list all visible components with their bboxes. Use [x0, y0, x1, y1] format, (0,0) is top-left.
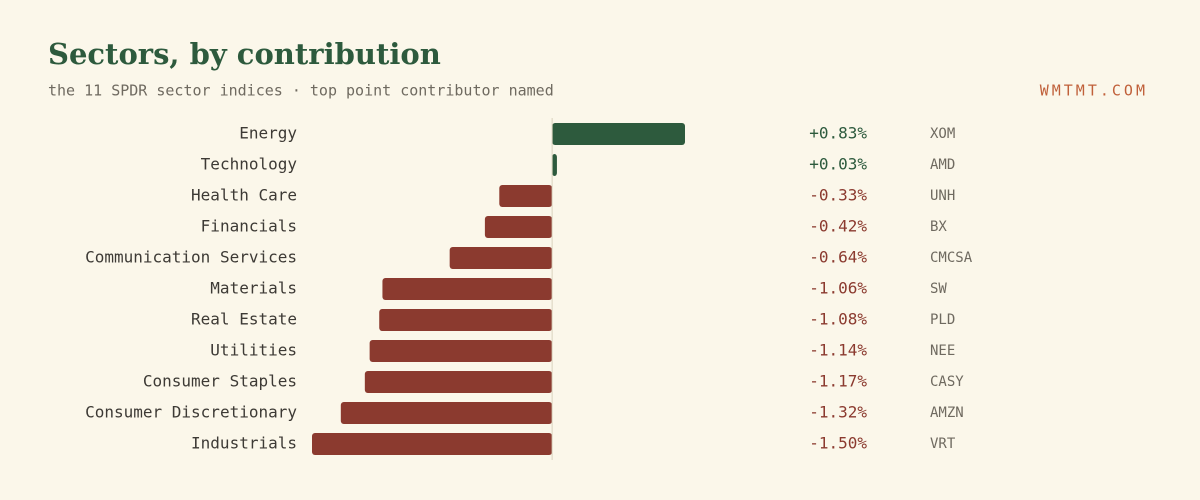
- category-label: Financials: [201, 217, 297, 236]
- category-label: Utilities: [210, 341, 297, 360]
- contributor-label: AMZN: [930, 405, 964, 421]
- value-label: -1.06%: [809, 279, 867, 298]
- category-label: Communication Services: [85, 248, 297, 267]
- value-label: -1.32%: [809, 403, 867, 422]
- category-label: Technology: [201, 155, 298, 174]
- brand[interactable]: WMTMT.COM: [1040, 82, 1148, 100]
- chart-subtitle: the 11 SPDR sector indices · top point c…: [48, 82, 554, 100]
- category-label: Consumer Discretionary: [85, 403, 297, 422]
- value-label: -1.50%: [809, 434, 867, 453]
- value-label: -1.14%: [809, 341, 867, 360]
- value-label: -1.17%: [809, 372, 867, 391]
- contributor-label: UNH: [930, 188, 955, 204]
- contributor-label: VRT: [930, 436, 956, 452]
- bar: [552, 154, 557, 176]
- contributor-label: SW: [930, 281, 947, 297]
- category-label: Consumer Staples: [143, 372, 297, 391]
- contributor-label: CMCSA: [930, 250, 973, 266]
- contributor-label: BX: [930, 219, 947, 235]
- bar: [379, 309, 553, 331]
- value-label: -0.42%: [809, 217, 867, 236]
- bar: [382, 278, 553, 300]
- bar: [312, 433, 553, 455]
- bar: [449, 247, 553, 269]
- bar: [369, 340, 553, 362]
- category-label: Health Care: [191, 186, 297, 205]
- contributor-label: XOM: [930, 126, 955, 142]
- category-label: Energy: [239, 124, 297, 143]
- value-label: -0.33%: [809, 186, 867, 205]
- category-label: Real Estate: [191, 310, 297, 329]
- bar: [499, 185, 553, 207]
- bar: [484, 216, 553, 238]
- value-label: -1.08%: [809, 310, 867, 329]
- contributor-label: CASY: [930, 374, 964, 390]
- bar: [552, 123, 685, 145]
- value-label: +0.83%: [809, 124, 867, 143]
- contributor-label: PLD: [930, 312, 955, 328]
- chart-title: Sectors, by contribution: [48, 37, 441, 71]
- category-label: Materials: [210, 279, 297, 298]
- category-label: Industrials: [191, 434, 297, 453]
- bar: [364, 371, 553, 393]
- value-label: +0.03%: [809, 155, 867, 174]
- bar: [340, 402, 553, 424]
- value-label: -0.64%: [809, 248, 867, 267]
- contributor-label: AMD: [930, 157, 955, 173]
- contributor-label: NEE: [930, 343, 955, 359]
